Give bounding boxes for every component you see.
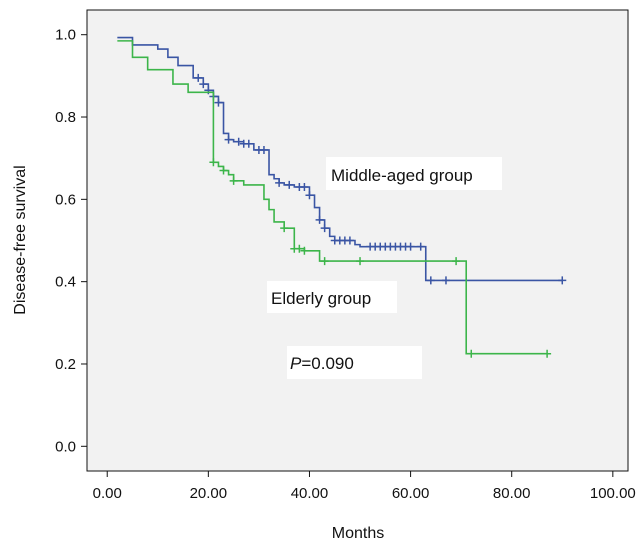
plot-area (86, 9, 629, 472)
middle-aged-censor-mark (214, 98, 223, 107)
middle-aged-censor-mark (345, 236, 354, 245)
middle-aged-censor-mark (320, 224, 329, 233)
x-tick-label: 100.00 (590, 485, 636, 502)
middle-aged-censor-mark (558, 276, 567, 285)
middle-aged-censor-mark (194, 73, 203, 82)
p-value-label: P=0.090 (290, 354, 354, 373)
y-tick-label: 0.6 (55, 191, 76, 208)
x-tick-label: 60.00 (392, 485, 430, 502)
middle-aged-censor-mark (234, 137, 243, 146)
middle-aged-censor-mark (441, 276, 450, 285)
y-tick-label: 0.8 (55, 109, 76, 126)
middle-aged-censor-mark (305, 191, 314, 200)
y-tick-label: 0.4 (55, 274, 76, 291)
middle-aged-censor-mark (199, 80, 208, 89)
elderly-censor-mark (543, 349, 552, 358)
elderly-censor-mark (300, 246, 309, 255)
x-tick-label: 0.00 (93, 485, 122, 502)
x-tick-label: 80.00 (493, 485, 531, 502)
middle-aged-censor-mark (416, 242, 425, 251)
middle-aged-censor-mark (406, 242, 415, 251)
middle-aged-censor-mark (244, 139, 253, 148)
series-layer (117, 36, 567, 358)
p-symbol: P (290, 354, 302, 373)
elderly-censor-mark (229, 176, 238, 185)
elderly-censor-mark (280, 224, 289, 233)
middle-aged-label: Middle-aged group (331, 166, 473, 185)
elderly-censor-mark (356, 257, 365, 266)
elderly-censor-mark (320, 257, 329, 266)
elderly-censor-mark (295, 244, 304, 253)
middle-aged-censor-mark (224, 135, 233, 144)
middle-aged-censor-mark (300, 182, 309, 191)
axes-layer: 0.00 20.00 40.00 60.00 80.00 100.00 0.0 0.2 0.4 0… (55, 27, 636, 502)
middle-aged-censor-mark (426, 276, 435, 285)
annotation-boxes (267, 157, 502, 379)
x-axis-title: Months (332, 525, 384, 542)
elderly-censor-mark (219, 166, 228, 175)
elderly-censor-mark (452, 257, 461, 266)
p-number: =0.090 (301, 354, 353, 373)
x-tick-label: 20.00 (190, 485, 228, 502)
p-value-box (287, 346, 422, 379)
x-tick-label: 40.00 (291, 485, 329, 502)
middle-aged-censor-mark (275, 178, 284, 187)
elderly-censor-mark (467, 349, 476, 358)
middle-label-box (326, 157, 502, 190)
middle-aged-censor-mark (315, 215, 324, 224)
y-axis-title: Disease-free survival (12, 165, 29, 314)
y-tick-label: 0.0 (55, 438, 76, 455)
elderly-censor-mark (209, 158, 218, 167)
y-tick-label: 1.0 (55, 27, 76, 44)
y-tick-label: 0.2 (55, 356, 76, 373)
elderly-label-box (267, 281, 397, 313)
elderly-label: Elderly group (271, 289, 371, 308)
middle-aged-censor-mark (285, 180, 294, 189)
middle-aged-censor-mark (259, 145, 268, 154)
